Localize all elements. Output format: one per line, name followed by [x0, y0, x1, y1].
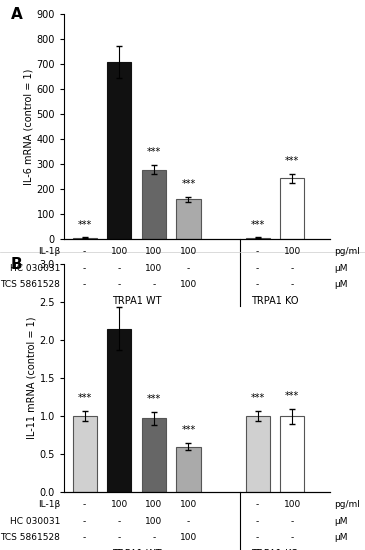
Text: -: -	[256, 264, 259, 273]
Bar	[107, 62, 131, 239]
Text: ***: ***	[147, 394, 161, 404]
Text: pg/ml: pg/ml	[334, 500, 360, 509]
Text: ***: ***	[147, 147, 161, 157]
Bar	[246, 416, 270, 492]
Bar	[280, 416, 304, 492]
Text: -: -	[256, 500, 259, 509]
Text: TRPA1 WT: TRPA1 WT	[112, 296, 161, 306]
Text: pg/ml: pg/ml	[334, 248, 360, 256]
Bar	[142, 419, 166, 492]
Text: -: -	[291, 264, 294, 273]
Text: -: -	[256, 248, 259, 256]
Text: -: -	[256, 534, 259, 542]
Text: -: -	[83, 280, 86, 289]
Text: 100: 100	[180, 280, 197, 289]
Text: TRPA1 KO: TRPA1 KO	[251, 549, 299, 550]
Text: 100: 100	[111, 248, 128, 256]
Text: -: -	[152, 280, 155, 289]
Text: -: -	[187, 264, 190, 273]
Text: -: -	[187, 517, 190, 526]
Text: -: -	[291, 534, 294, 542]
Text: 100: 100	[111, 500, 128, 509]
Text: B: B	[11, 257, 22, 272]
Text: μM: μM	[334, 264, 347, 273]
Text: ***: ***	[285, 156, 299, 166]
Text: ***: ***	[181, 179, 196, 189]
Text: -: -	[83, 500, 86, 509]
Text: -: -	[83, 264, 86, 273]
Text: TCS 5861528: TCS 5861528	[0, 534, 60, 542]
Text: IL-1β: IL-1β	[38, 248, 60, 256]
Text: 100: 100	[180, 248, 197, 256]
Text: -: -	[256, 517, 259, 526]
Text: -: -	[256, 280, 259, 289]
Text: ***: ***	[250, 219, 265, 229]
Bar	[142, 169, 166, 239]
Text: 100: 100	[180, 500, 197, 509]
Text: HC 030031: HC 030031	[10, 517, 60, 526]
Text: HC 030031: HC 030031	[10, 264, 60, 273]
Bar	[73, 238, 97, 239]
Text: 100: 100	[145, 264, 162, 273]
Bar	[176, 199, 200, 239]
Text: TCS 5861528: TCS 5861528	[0, 280, 60, 289]
Y-axis label: IL-6 mRNA (control = 1): IL-6 mRNA (control = 1)	[24, 68, 34, 185]
Text: -: -	[83, 534, 86, 542]
Bar	[176, 447, 200, 492]
Text: ***: ***	[77, 393, 92, 403]
Text: ***: ***	[285, 390, 299, 400]
Text: μM: μM	[334, 534, 347, 542]
Text: -: -	[118, 517, 121, 526]
Text: -: -	[83, 248, 86, 256]
Text: -: -	[291, 280, 294, 289]
Text: -: -	[118, 534, 121, 542]
Text: 100: 100	[180, 534, 197, 542]
Text: -: -	[118, 264, 121, 273]
Text: TRPA1 KO: TRPA1 KO	[251, 296, 299, 306]
Text: -: -	[83, 517, 86, 526]
Text: -: -	[152, 534, 155, 542]
Bar	[107, 329, 131, 492]
Text: μM: μM	[334, 517, 347, 526]
Text: μM: μM	[334, 280, 347, 289]
Text: ***: ***	[181, 425, 196, 435]
Text: 100: 100	[284, 500, 301, 509]
Bar	[280, 178, 304, 239]
Y-axis label: IL-11 mRNA (control = 1): IL-11 mRNA (control = 1)	[27, 317, 36, 439]
Text: TRPA1 WT: TRPA1 WT	[112, 549, 161, 550]
Text: A: A	[11, 7, 22, 22]
Text: 100: 100	[145, 517, 162, 526]
Text: -: -	[118, 280, 121, 289]
Text: 100: 100	[145, 500, 162, 509]
Text: ***: ***	[250, 393, 265, 403]
Text: 100: 100	[284, 248, 301, 256]
Text: ***: ***	[77, 219, 92, 229]
Text: -: -	[291, 517, 294, 526]
Bar	[246, 238, 270, 239]
Text: 100: 100	[145, 248, 162, 256]
Text: IL-1β: IL-1β	[38, 500, 60, 509]
Bar	[73, 416, 97, 492]
